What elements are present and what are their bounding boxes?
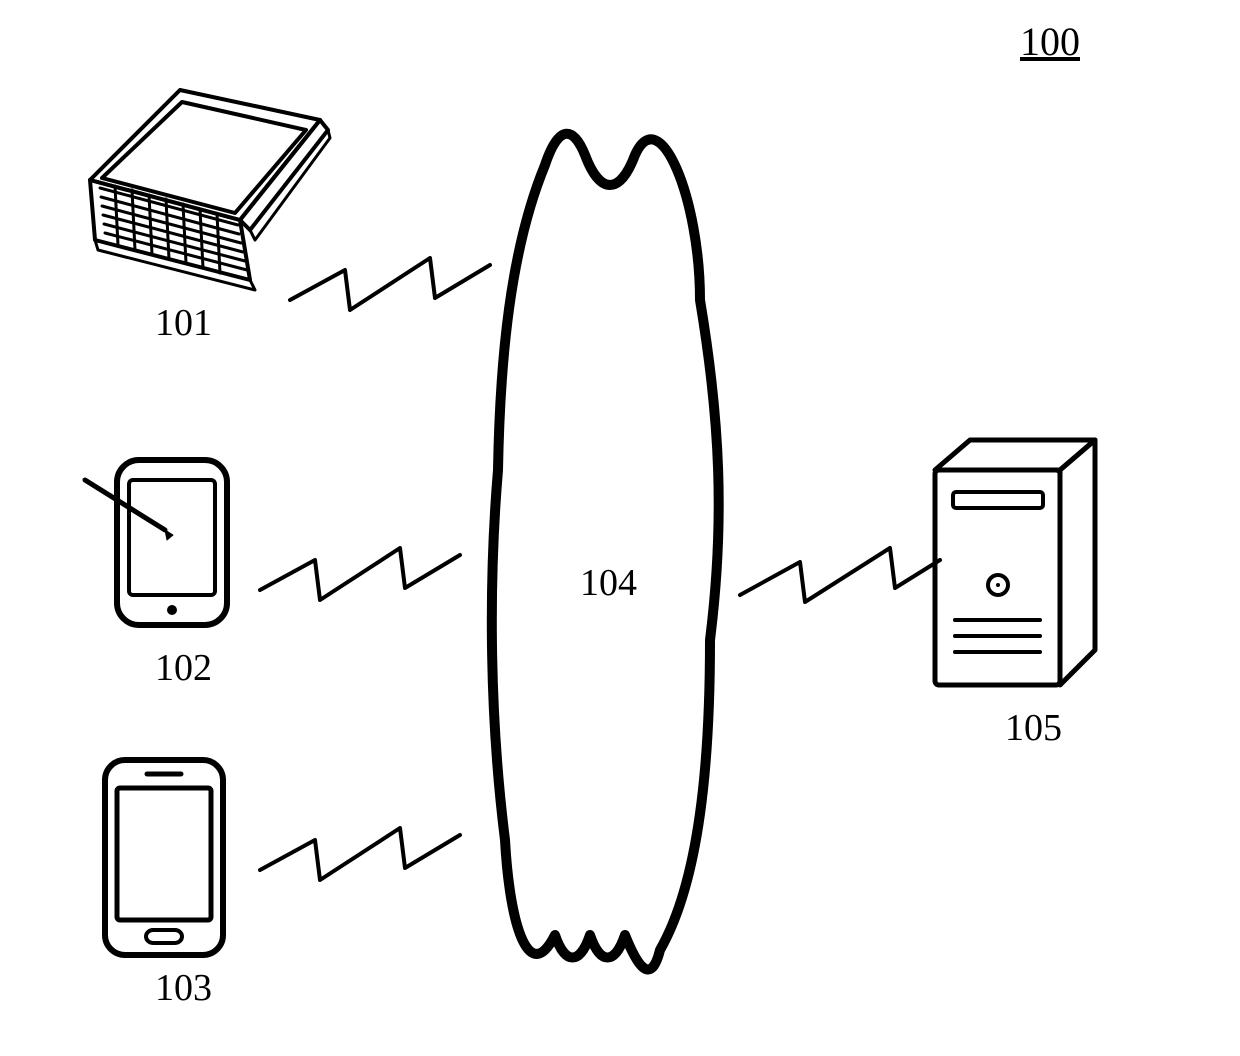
network-cloud — [492, 134, 719, 970]
laptop-icon — [90, 90, 330, 290]
server-icon — [935, 440, 1095, 685]
link-phone-cloud — [260, 828, 460, 880]
tablet-label: 102 — [155, 647, 212, 689]
server-label: 105 — [1005, 707, 1062, 749]
smartphone-device — [105, 760, 223, 955]
figure-reference: 100 — [1020, 19, 1080, 64]
laptop-label: 101 — [155, 302, 212, 344]
smartphone-icon — [105, 760, 223, 955]
laptop-device — [90, 90, 330, 290]
smartphone-label: 103 — [155, 967, 212, 1009]
link-cloud-server — [740, 548, 940, 602]
tablet-icon — [85, 460, 227, 625]
cloud-icon — [492, 134, 719, 970]
server-tower — [935, 440, 1095, 685]
link-laptop-cloud — [290, 258, 490, 310]
tablet-device — [85, 460, 227, 625]
cloud-label: 104 — [580, 562, 637, 604]
network-diagram: 100 — [0, 0, 1240, 1056]
figure-reference-text: 100 — [1020, 19, 1080, 64]
link-tablet-cloud — [260, 548, 460, 600]
